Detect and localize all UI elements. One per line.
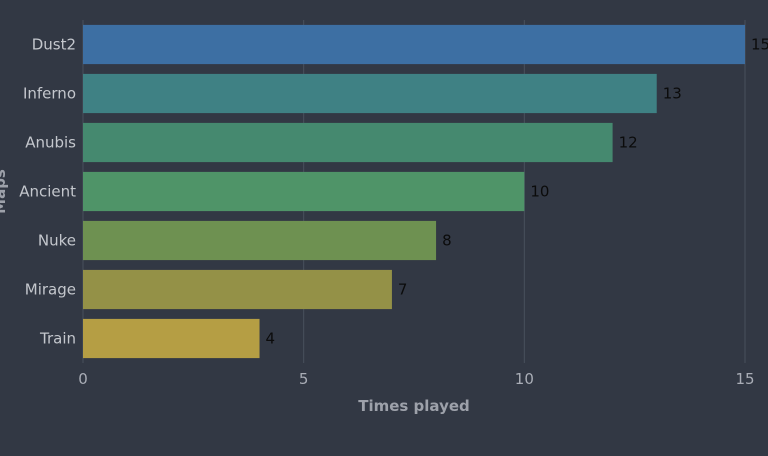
x-tick-label: 5 [299, 370, 309, 388]
category-label: Inferno [23, 85, 76, 103]
category-label: Ancient [19, 183, 76, 201]
bar [83, 24, 745, 65]
bar [83, 122, 613, 163]
bar [83, 318, 260, 359]
bar [83, 171, 525, 212]
category-label: Train [39, 330, 76, 348]
data-label: 12 [619, 134, 638, 152]
data-label: 13 [663, 85, 682, 103]
data-label: 15 [751, 36, 768, 54]
data-label: 8 [442, 232, 452, 250]
category-label: Nuke [38, 232, 76, 250]
category-label: Anubis [25, 134, 76, 152]
x-tick-label: 0 [78, 370, 88, 388]
category-label: Mirage [25, 281, 76, 299]
y-axis-title: Maps [0, 169, 9, 214]
x-axis-title: Times played [358, 397, 470, 415]
bar [83, 220, 437, 261]
bars [83, 24, 745, 359]
data-label: 4 [266, 330, 276, 348]
x-tick-label: 15 [735, 370, 754, 388]
category-label: Dust2 [32, 36, 76, 54]
bar [83, 269, 392, 310]
data-label: 7 [398, 281, 408, 299]
data-label: 10 [530, 183, 549, 201]
bar [83, 73, 657, 114]
x-tick-label: 10 [515, 370, 534, 388]
labels: 0 5 10 15 Dust2 15 Inferno 13 Anubis 12 Ancient 10 N… [19, 36, 768, 389]
